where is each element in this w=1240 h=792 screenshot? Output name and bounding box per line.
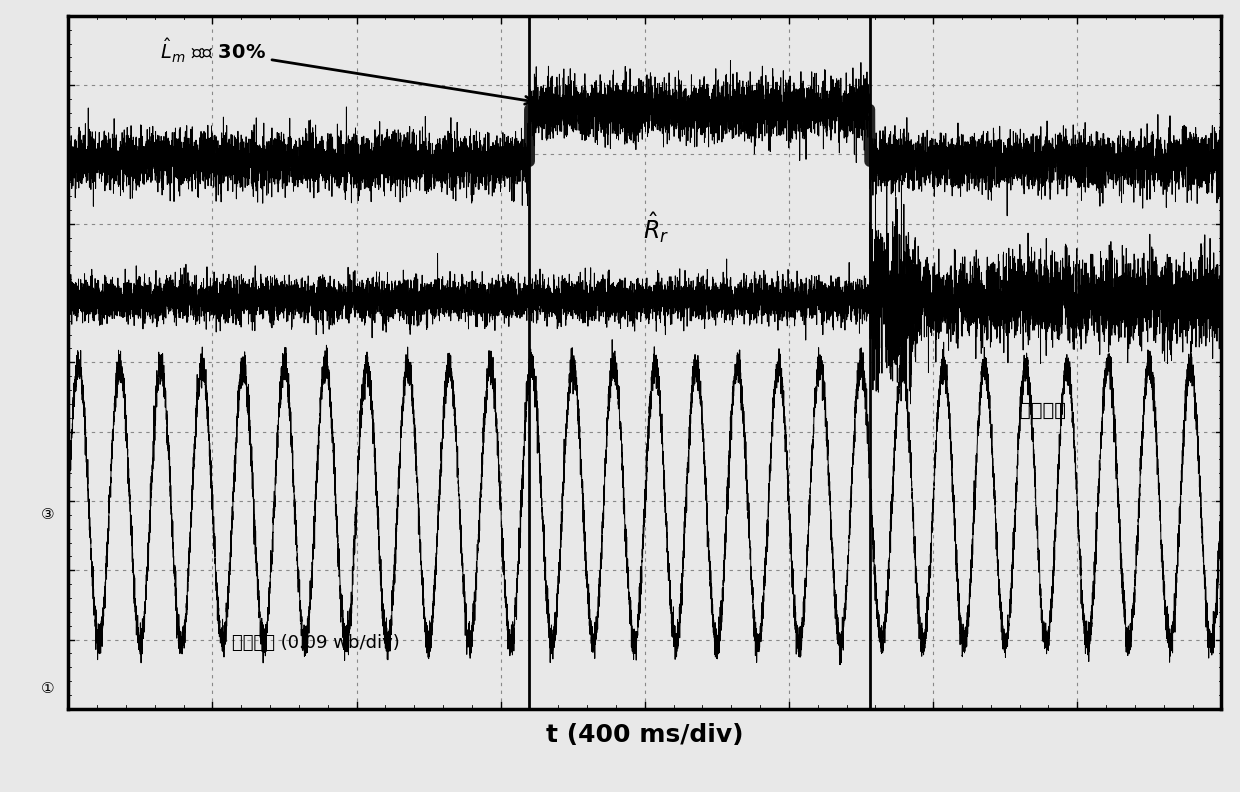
Text: $\hat{L}_m$ 变化 30%: $\hat{L}_m$ 变化 30% [160,36,533,105]
Text: 转子磁链 (0.09 wb/div): 转子磁链 (0.09 wb/div) [232,634,401,652]
Text: $\hat{R}_r$: $\hat{R}_r$ [644,210,670,245]
Text: ③: ③ [41,508,55,522]
Text: 启用矫正: 启用矫正 [1019,402,1066,421]
X-axis label: t (400 ms/div): t (400 ms/div) [546,723,744,747]
Text: ①: ① [41,680,55,695]
